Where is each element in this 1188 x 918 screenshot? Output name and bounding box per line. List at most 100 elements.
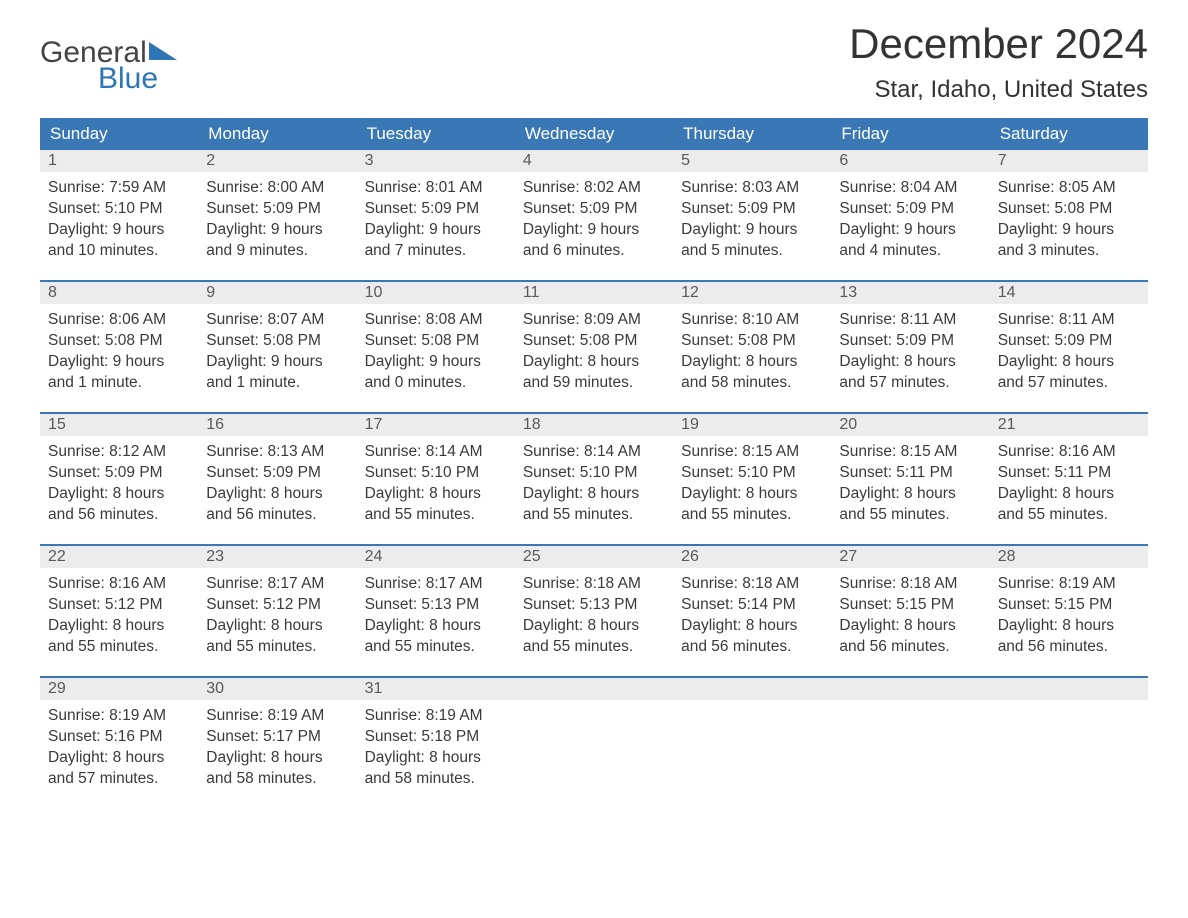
day-cell: 30Sunrise: 8:19 AMSunset: 5:17 PMDayligh… (198, 678, 356, 808)
daylight-text-1: Daylight: 8 hours (48, 616, 190, 637)
daylight-text-2: and 58 minutes. (365, 769, 507, 790)
day-content: Sunrise: 8:17 AMSunset: 5:13 PMDaylight:… (357, 568, 515, 672)
daylight-text-1: Daylight: 8 hours (681, 352, 823, 373)
day-header-tuesday: Tuesday (357, 118, 515, 150)
header-row: General Blue December 2024 Star, Idaho, … (40, 20, 1148, 104)
day-number-row: 27 (831, 546, 989, 568)
day-content: Sunrise: 8:18 AMSunset: 5:15 PMDaylight:… (831, 568, 989, 672)
day-content: Sunrise: 8:17 AMSunset: 5:12 PMDaylight:… (198, 568, 356, 672)
daylight-text-1: Daylight: 8 hours (998, 616, 1140, 637)
day-cell: 23Sunrise: 8:17 AMSunset: 5:12 PMDayligh… (198, 546, 356, 676)
day-number: 7 (998, 152, 1007, 169)
day-cell (990, 678, 1148, 808)
week-row: 29Sunrise: 8:19 AMSunset: 5:16 PMDayligh… (40, 676, 1148, 808)
day-cell: 22Sunrise: 8:16 AMSunset: 5:12 PMDayligh… (40, 546, 198, 676)
daylight-text-2: and 58 minutes. (206, 769, 348, 790)
day-number-row: 3 (357, 150, 515, 172)
week-row: 1Sunrise: 7:59 AMSunset: 5:10 PMDaylight… (40, 150, 1148, 280)
day-number-row: 10 (357, 282, 515, 304)
day-number-row: 25 (515, 546, 673, 568)
daylight-text-1: Daylight: 8 hours (48, 748, 190, 769)
day-cell: 8Sunrise: 8:06 AMSunset: 5:08 PMDaylight… (40, 282, 198, 412)
week-row: 15Sunrise: 8:12 AMSunset: 5:09 PMDayligh… (40, 412, 1148, 544)
day-content (673, 700, 831, 720)
day-number: 21 (998, 416, 1016, 433)
sunset-text: Sunset: 5:10 PM (523, 463, 665, 484)
day-number: 10 (365, 284, 383, 301)
day-number: 24 (365, 548, 383, 565)
day-cell: 2Sunrise: 8:00 AMSunset: 5:09 PMDaylight… (198, 150, 356, 280)
day-content: Sunrise: 8:19 AMSunset: 5:17 PMDaylight:… (198, 700, 356, 804)
day-content: Sunrise: 8:16 AMSunset: 5:12 PMDaylight:… (40, 568, 198, 672)
sunrise-text: Sunrise: 8:08 AM (365, 310, 507, 331)
day-number-row: 5 (673, 150, 831, 172)
sunrise-text: Sunrise: 8:11 AM (998, 310, 1140, 331)
day-cell: 14Sunrise: 8:11 AMSunset: 5:09 PMDayligh… (990, 282, 1148, 412)
sunrise-text: Sunrise: 8:02 AM (523, 178, 665, 199)
day-number-row: 21 (990, 414, 1148, 436)
day-cell: 28Sunrise: 8:19 AMSunset: 5:15 PMDayligh… (990, 546, 1148, 676)
sunset-text: Sunset: 5:13 PM (365, 595, 507, 616)
day-number-row: 31 (357, 678, 515, 700)
daylight-text-1: Daylight: 8 hours (206, 616, 348, 637)
day-number-row: 4 (515, 150, 673, 172)
day-content: Sunrise: 8:09 AMSunset: 5:08 PMDaylight:… (515, 304, 673, 408)
sunset-text: Sunset: 5:12 PM (206, 595, 348, 616)
sunrise-text: Sunrise: 8:15 AM (681, 442, 823, 463)
day-number-row: 15 (40, 414, 198, 436)
week-row: 22Sunrise: 8:16 AMSunset: 5:12 PMDayligh… (40, 544, 1148, 676)
sunrise-text: Sunrise: 8:10 AM (681, 310, 823, 331)
day-header-saturday: Saturday (990, 118, 1148, 150)
day-number (681, 680, 685, 697)
day-content: Sunrise: 8:03 AMSunset: 5:09 PMDaylight:… (673, 172, 831, 276)
day-number: 25 (523, 548, 541, 565)
day-cell: 17Sunrise: 8:14 AMSunset: 5:10 PMDayligh… (357, 414, 515, 544)
daylight-text-2: and 5 minutes. (681, 241, 823, 262)
daylight-text-2: and 1 minute. (206, 373, 348, 394)
day-cell (831, 678, 989, 808)
day-cell: 5Sunrise: 8:03 AMSunset: 5:09 PMDaylight… (673, 150, 831, 280)
day-content: Sunrise: 8:19 AMSunset: 5:16 PMDaylight:… (40, 700, 198, 804)
day-cell: 16Sunrise: 8:13 AMSunset: 5:09 PMDayligh… (198, 414, 356, 544)
day-number-row: 9 (198, 282, 356, 304)
sunrise-text: Sunrise: 8:18 AM (681, 574, 823, 595)
sunrise-text: Sunrise: 8:15 AM (839, 442, 981, 463)
daylight-text-2: and 57 minutes. (998, 373, 1140, 394)
day-content: Sunrise: 8:01 AMSunset: 5:09 PMDaylight:… (357, 172, 515, 276)
day-header-sunday: Sunday (40, 118, 198, 150)
day-cell: 10 Sunrise: 8:08 AMSunset: 5:08 PMDayligh… (357, 282, 515, 412)
day-number-row: 26 (673, 546, 831, 568)
day-number-row: 14 (990, 282, 1148, 304)
day-content: Sunrise: 8:08 AMSunset: 5:08 PMDaylight:… (357, 304, 515, 408)
sunrise-text: Sunrise: 8:19 AM (48, 706, 190, 727)
day-number-row: 22 (40, 546, 198, 568)
sunset-text: Sunset: 5:18 PM (365, 727, 507, 748)
logo-text-blue: Blue (98, 64, 179, 94)
day-number-row: 30 (198, 678, 356, 700)
day-number: 28 (998, 548, 1016, 565)
daylight-text-1: Daylight: 9 hours (523, 220, 665, 241)
day-content: Sunrise: 8:10 AMSunset: 5:08 PMDaylight:… (673, 304, 831, 408)
daylight-text-1: Daylight: 9 hours (48, 352, 190, 373)
day-number: 16 (206, 416, 224, 433)
day-number-row: 20 (831, 414, 989, 436)
day-content: Sunrise: 8:19 AMSunset: 5:18 PMDaylight:… (357, 700, 515, 804)
day-cell (673, 678, 831, 808)
daylight-text-1: Daylight: 9 hours (365, 220, 507, 241)
daylight-text-2: and 55 minutes. (365, 505, 507, 526)
day-number: 4 (523, 152, 532, 169)
daylight-text-1: Daylight: 9 hours (365, 352, 507, 373)
sunrise-text: Sunrise: 8:19 AM (206, 706, 348, 727)
daylight-text-1: Daylight: 9 hours (839, 220, 981, 241)
daylight-text-1: Daylight: 8 hours (365, 748, 507, 769)
day-cell: 26Sunrise: 8:18 AMSunset: 5:14 PMDayligh… (673, 546, 831, 676)
day-content (515, 700, 673, 720)
sunrise-text: Sunrise: 8:17 AM (206, 574, 348, 595)
daylight-text-2: and 4 minutes. (839, 241, 981, 262)
sunset-text: Sunset: 5:08 PM (206, 331, 348, 352)
daylight-text-2: and 3 minutes. (998, 241, 1140, 262)
sunrise-text: Sunrise: 8:05 AM (998, 178, 1140, 199)
sunrise-text: Sunrise: 8:07 AM (206, 310, 348, 331)
daylight-text-2: and 55 minutes. (365, 637, 507, 658)
sunrise-text: Sunrise: 8:13 AM (206, 442, 348, 463)
